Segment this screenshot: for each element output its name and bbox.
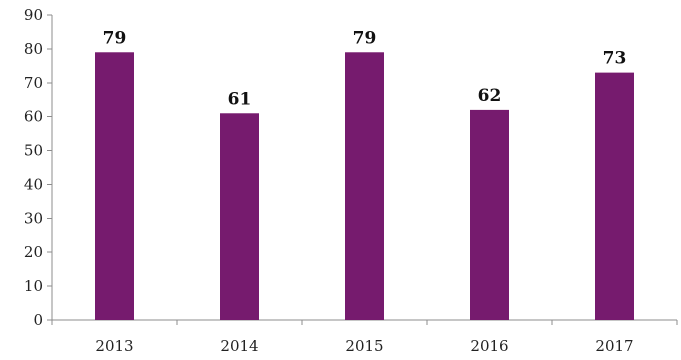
axes <box>47 14 678 325</box>
bar-2016 <box>470 109 509 320</box>
bar-2015 <box>345 52 384 321</box>
y-tick-label: 10 <box>24 277 43 295</box>
y-tick-label: 50 <box>24 142 43 160</box>
y-tick-label: 0 <box>33 311 43 329</box>
x-tick-label: 2017 <box>595 337 633 355</box>
y-tick-label: 20 <box>24 243 43 261</box>
x-tick-label: 2016 <box>470 337 508 355</box>
x-tick-label: 2015 <box>345 337 383 355</box>
y-tick-label: 30 <box>24 209 43 227</box>
labels: 0 10 20 30 40 50 60 70 80 90 79 2013 61 2014 79 2015 62 2… <box>24 6 634 355</box>
y-tick-label: 80 <box>24 40 43 58</box>
x-tick-label: 2014 <box>220 337 258 355</box>
bar-2017 <box>595 72 634 320</box>
data-label-2017: 73 <box>603 49 627 69</box>
y-tick-label: 70 <box>24 74 43 92</box>
y-tick-label: 60 <box>24 108 43 126</box>
data-label-2014: 61 <box>228 89 252 109</box>
x-tick-label: 2013 <box>95 337 133 355</box>
bars <box>95 52 634 321</box>
bar-2014 <box>220 113 259 321</box>
y-tick-label: 40 <box>24 175 43 193</box>
data-label-2016: 62 <box>478 86 502 106</box>
data-label-2015: 79 <box>353 28 377 48</box>
data-label-2013: 79 <box>103 28 127 48</box>
bar-2013 <box>95 52 134 321</box>
y-tick-label: 90 <box>24 6 43 24</box>
